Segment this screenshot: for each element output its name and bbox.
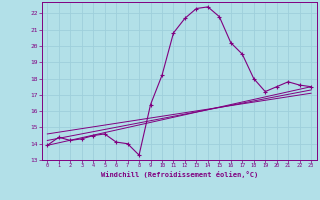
X-axis label: Windchill (Refroidissement éolien,°C): Windchill (Refroidissement éolien,°C) xyxy=(100,171,258,178)
